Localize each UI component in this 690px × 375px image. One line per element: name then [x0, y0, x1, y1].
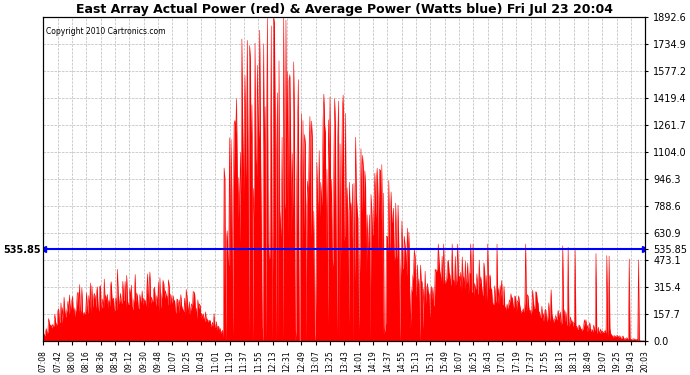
Text: Copyright 2010 Cartronics.com: Copyright 2010 Cartronics.com: [46, 27, 166, 36]
Title: East Array Actual Power (red) & Average Power (Watts blue) Fri Jul 23 20:04: East Array Actual Power (red) & Average …: [76, 3, 613, 16]
